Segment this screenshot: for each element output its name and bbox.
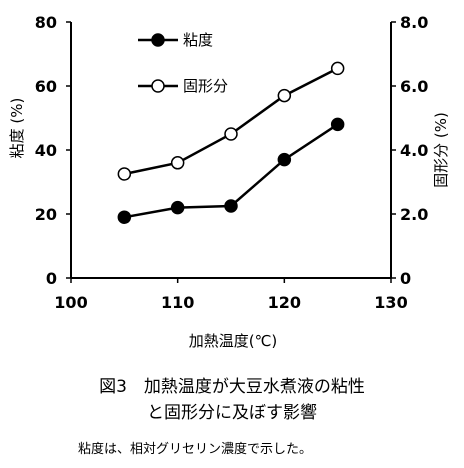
legend-label-2: 固形分 xyxy=(183,77,228,95)
figure-note: 粘度は、相対グリセリン濃度で示した。 xyxy=(78,442,313,457)
series-layer xyxy=(117,61,345,224)
series-point-2 xyxy=(330,61,345,76)
legend-label-1: 粘度 xyxy=(183,31,213,49)
x-tick-label: 100 xyxy=(54,293,87,312)
series-point-1 xyxy=(170,200,185,215)
series-point-1 xyxy=(277,152,292,167)
series-point-2 xyxy=(117,167,132,181)
x-tick-label: 130 xyxy=(374,293,407,312)
y-left-tick-label: 20 xyxy=(35,205,57,224)
y-left-tick-label: 60 xyxy=(35,77,57,96)
y-left-tick-label: 40 xyxy=(35,141,57,160)
y-left-tick-label: 0 xyxy=(46,269,57,288)
x-tick-label: 120 xyxy=(268,293,301,312)
y-right-tick-label: 4.0 xyxy=(400,141,428,160)
y-axis-left-title: 粘度 (%) xyxy=(8,98,26,159)
legend-marker-2 xyxy=(151,79,165,93)
series-point-1 xyxy=(117,210,132,224)
figure-caption-line2: と固形分に及ぼす影響 xyxy=(147,403,317,423)
series-point-2 xyxy=(224,127,238,141)
y-right-tick-label: 8.0 xyxy=(400,13,428,32)
y-axis-right-title: 固形分 (%) xyxy=(432,112,450,188)
x-axis-title: 加熱温度(℃) xyxy=(189,332,278,350)
legend-marker-1 xyxy=(151,33,165,47)
axes xyxy=(66,21,396,283)
chart: 100 110 120 130 0 20 40 60 80 0 2.0 4.0 6.0 8.0 粘度固形分… xyxy=(8,13,450,350)
series-point-2 xyxy=(277,88,292,103)
tick-labels: 100 110 120 130 0 20 40 60 80 0 2.0 4.0 6.0 8.0 xyxy=(35,13,429,312)
series-point-1 xyxy=(330,117,345,132)
y-right-tick-label: 2.0 xyxy=(400,205,428,224)
x-tick-label: 110 xyxy=(161,293,194,312)
series-point-2 xyxy=(170,156,185,170)
y-right-tick-label: 0 xyxy=(400,269,411,288)
y-left-tick-label: 80 xyxy=(35,13,57,32)
figure-caption-line1: 図3 加熱温度が大豆水煮液の粘性 xyxy=(99,377,365,397)
series-point-1 xyxy=(224,199,238,213)
y-right-tick-label: 6.0 xyxy=(400,77,428,96)
